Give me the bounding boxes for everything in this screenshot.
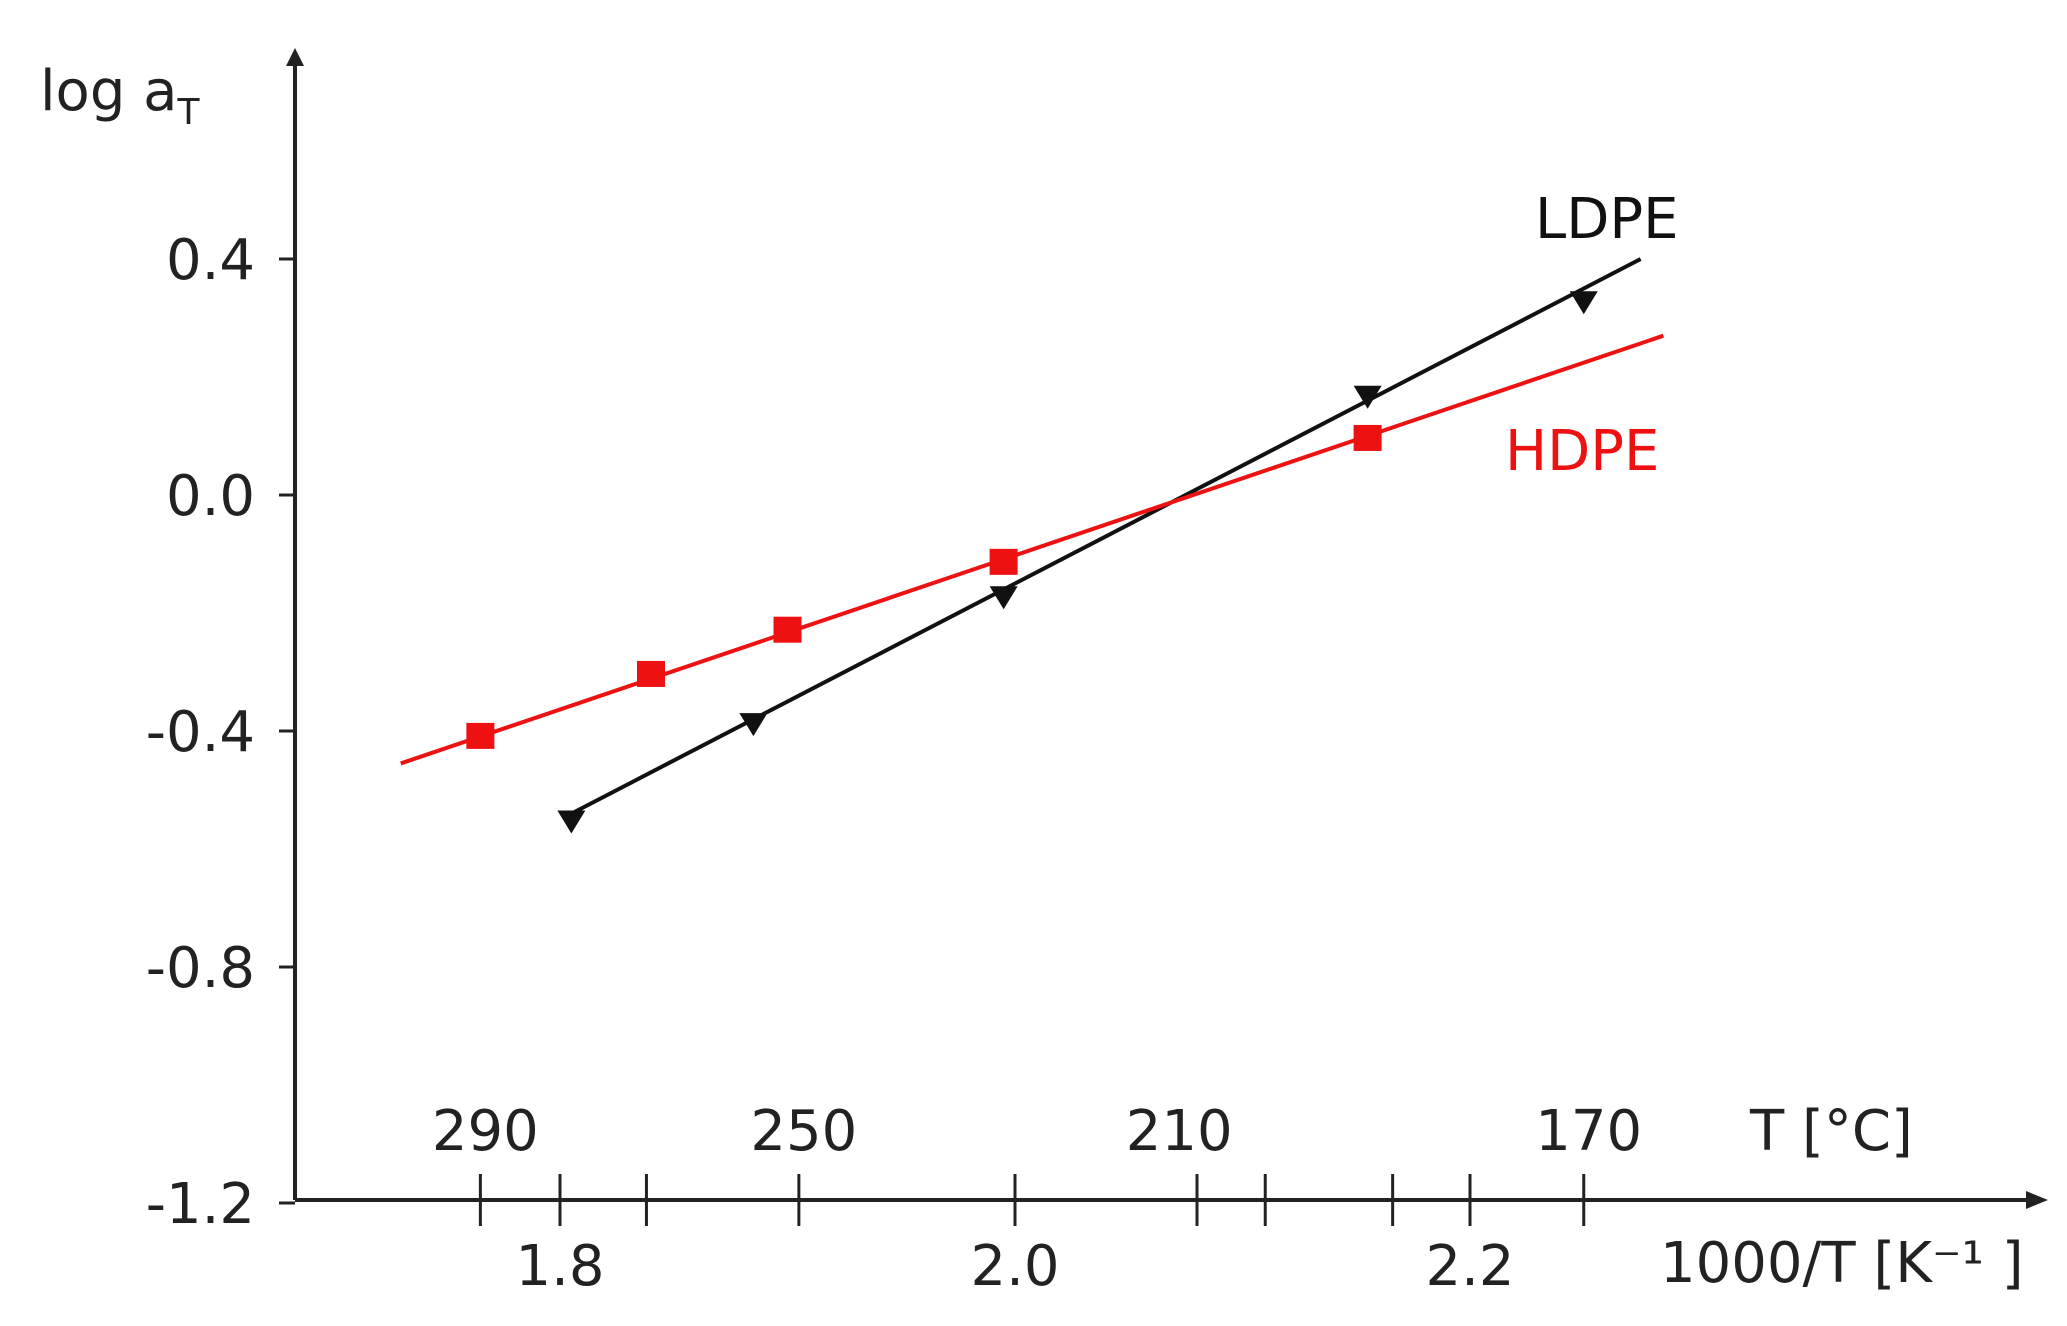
ticks: 0.4 0.0 -0.4 -0.8 -1.2 1.8 2.0 2.2 290 250 210 170 bbox=[146, 228, 1642, 1299]
x-tick-label: 2.0 bbox=[970, 1234, 1059, 1299]
x-tick-label: 2.2 bbox=[1425, 1234, 1514, 1299]
y-axis-arrow bbox=[286, 48, 304, 66]
y-tick-label: -1.2 bbox=[146, 1172, 255, 1237]
data-point-ldpe bbox=[989, 586, 1018, 610]
data-point-hdpe bbox=[1353, 424, 1382, 451]
series-label-hdpe: HDPE bbox=[1505, 419, 1659, 484]
data-point-hdpe bbox=[989, 548, 1018, 575]
temperature-tick-label: 170 bbox=[1535, 1099, 1642, 1164]
data-point-hdpe bbox=[466, 722, 495, 749]
x-axis-title: 1000/T [K⁻¹ ] bbox=[1660, 1231, 2024, 1296]
top-axis-title: T [°C] bbox=[1749, 1099, 1913, 1164]
y-axis-title-main: log a bbox=[40, 59, 177, 124]
temperature-tick-label: 290 bbox=[432, 1099, 539, 1164]
series-label-ldpe: LDPE bbox=[1535, 187, 1678, 252]
x-tick-label: 1.8 bbox=[515, 1234, 604, 1299]
y-tick-label: 0.0 bbox=[166, 464, 255, 529]
data-point-ldpe bbox=[557, 810, 586, 834]
data-point-ldpe bbox=[1353, 385, 1382, 409]
series-layer bbox=[400, 257, 1665, 834]
y-tick-label: -0.8 bbox=[146, 936, 255, 1001]
data-point-hdpe bbox=[773, 616, 802, 643]
y-tick-label: -0.4 bbox=[146, 700, 255, 765]
temperature-tick-label: 210 bbox=[1126, 1099, 1233, 1164]
data-point-ldpe bbox=[1569, 291, 1598, 315]
data-point-hdpe bbox=[637, 660, 665, 687]
data-point-ldpe bbox=[739, 713, 768, 737]
fit-line-ldpe bbox=[570, 257, 1642, 816]
y-axis-title-subscript: T bbox=[176, 92, 200, 133]
axes bbox=[286, 48, 2048, 1209]
fit-line-hdpe bbox=[400, 333, 1665, 766]
y-axis-title: log aT bbox=[40, 59, 200, 133]
y-tick-label: 0.4 bbox=[166, 228, 255, 293]
temperature-tick-label: 250 bbox=[750, 1099, 857, 1164]
x-axis-arrow bbox=[2026, 1191, 2048, 1209]
